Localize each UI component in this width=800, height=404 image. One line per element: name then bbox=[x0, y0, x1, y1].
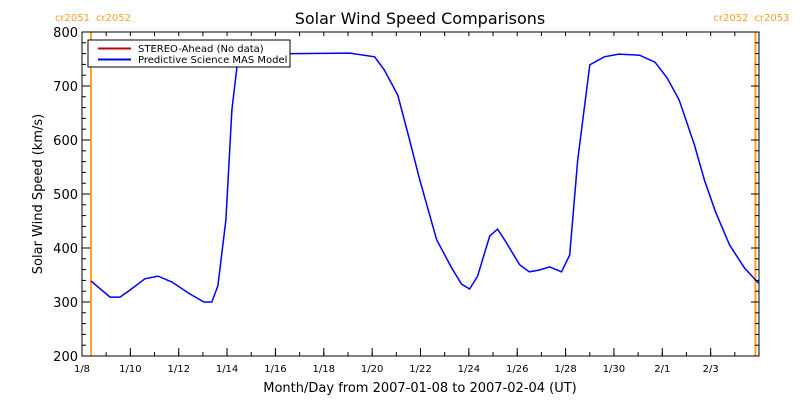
x-tick-label: 1/20 bbox=[361, 364, 383, 375]
legend-label-mas: Predictive Science MAS Model bbox=[138, 55, 287, 66]
y-tick-label: 700 bbox=[53, 80, 78, 95]
x-tick-label: 1/24 bbox=[458, 364, 480, 375]
carrington-label: cr2051 bbox=[55, 13, 90, 24]
y-axis-label: Solar Wind Speed (km/s) bbox=[31, 114, 46, 274]
x-tick-label: 2/1 bbox=[654, 364, 670, 375]
plot-frame bbox=[81, 31, 760, 357]
y-tick-label: 300 bbox=[53, 296, 78, 311]
carrington-label: cr2052 bbox=[713, 13, 748, 24]
x-tick-label: 1/14 bbox=[216, 364, 238, 375]
x-tick-label: 1/30 bbox=[603, 364, 625, 375]
x-tick-label: 1/8 bbox=[74, 364, 90, 375]
x-axis-label: Month/Day from 2007-01-08 to 2007-02-04 … bbox=[263, 381, 576, 396]
y-tick-label: 600 bbox=[53, 134, 78, 149]
x-tick-label: 1/12 bbox=[167, 364, 189, 375]
x-tick-label: 2/3 bbox=[703, 364, 719, 375]
y-tick-label: 800 bbox=[53, 26, 78, 41]
x-tick-label: 1/22 bbox=[409, 364, 431, 375]
y-tick-label: 500 bbox=[53, 188, 78, 203]
series-line-mas-model bbox=[90, 52, 760, 303]
chart-title: Solar Wind Speed Comparisons bbox=[295, 9, 546, 28]
legend-box bbox=[87, 39, 291, 68]
x-tick-label: 1/26 bbox=[506, 364, 528, 375]
x-tick-label: 1/10 bbox=[119, 364, 141, 375]
y-tick-label: 400 bbox=[53, 242, 78, 257]
legend: STEREO-Ahead (No data) Predictive Scienc… bbox=[87, 39, 291, 68]
legend-label-stereo: STEREO-Ahead (No data) bbox=[138, 44, 264, 55]
carrington-label: cr2052 bbox=[96, 13, 131, 24]
y-tick-label: 200 bbox=[53, 350, 78, 365]
x-tick-label: 1/18 bbox=[313, 364, 335, 375]
carrington-label: cr2053 bbox=[754, 13, 789, 24]
x-tick-label: 1/28 bbox=[554, 364, 576, 375]
x-tick-label: 1/16 bbox=[264, 364, 286, 375]
